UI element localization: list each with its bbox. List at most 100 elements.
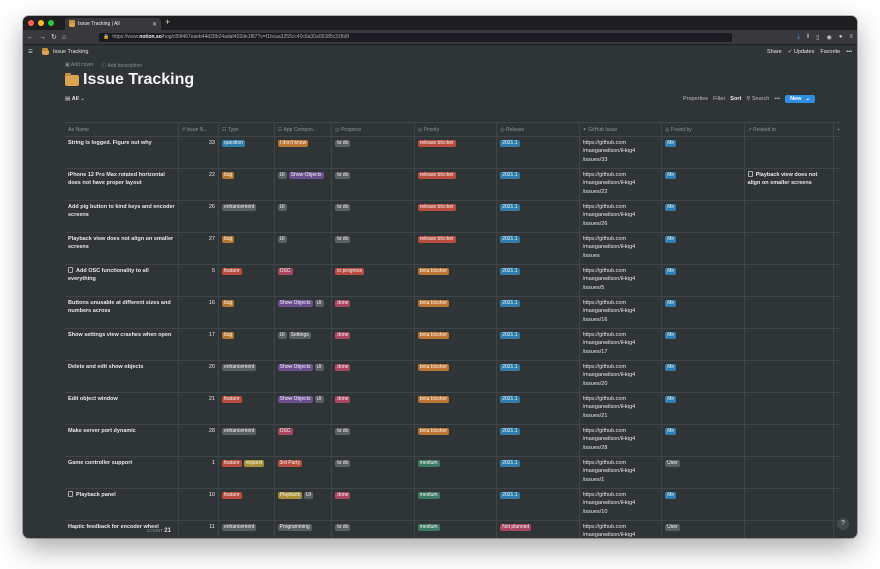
component-cell[interactable]: Playback UI <box>275 489 333 520</box>
github-link[interactable]: https://github.com <box>582 236 627 242</box>
related-cell[interactable] <box>745 265 834 296</box>
github-link[interactable]: /issues/22 <box>582 188 608 195</box>
browser-tab[interactable]: Issue Tracking | All ✕ <box>65 18 161 30</box>
table-row[interactable]: Make server port dynamic 28 enhancement OSC… <box>65 425 840 457</box>
component-cell[interactable]: Show Objects UI <box>275 361 333 392</box>
new-tab-button[interactable]: + <box>165 17 171 27</box>
related-cell[interactable] <box>745 521 834 538</box>
issue-number-cell[interactable]: 26 <box>179 201 219 232</box>
related-cell[interactable] <box>745 297 834 328</box>
add-description-button[interactable]: ⓘ Add description <box>101 63 142 69</box>
github-link[interactable]: https://github.com <box>582 524 627 530</box>
issue-number-cell[interactable]: 5 <box>179 265 219 296</box>
type-cell[interactable]: enhancement <box>219 425 275 456</box>
github-link[interactable]: https://github.com <box>582 364 627 370</box>
issue-number-cell[interactable]: 27 <box>179 233 219 264</box>
progress-cell[interactable]: to do <box>332 457 415 488</box>
release-cell[interactable]: Not planned <box>497 521 580 538</box>
github-link[interactable]: /issues/5 <box>582 284 605 291</box>
github-link[interactable]: /maeganwilson/iHog4 <box>582 340 636 347</box>
release-cell[interactable]: 2021.1 <box>497 361 580 392</box>
search-button[interactable]: ⚲ Search <box>746 96 770 102</box>
progress-cell[interactable]: done <box>332 297 415 328</box>
github-cell[interactable]: https://github.com/maeganwilson/iHog4/is… <box>580 393 663 424</box>
column-header[interactable]: ◎ Found by <box>662 123 745 136</box>
column-header[interactable]: ⚭ GitHub Issue <box>580 123 663 136</box>
table-row[interactable]: Buttons unusable at different sizes and … <box>65 297 840 329</box>
issue-number-cell[interactable]: 21 <box>179 393 219 424</box>
found-by-cell[interactable]: Me <box>662 201 745 232</box>
found-by-cell[interactable]: Me <box>662 361 745 392</box>
table-row[interactable]: Game controller support 1 feature request 3r… <box>65 457 840 489</box>
minimize-window-button[interactable] <box>38 20 44 26</box>
github-link[interactable]: /maeganwilson/iHog4 <box>582 404 636 411</box>
properties-button[interactable]: Properties <box>682 96 709 102</box>
priority-cell[interactable]: release blocker <box>415 233 498 264</box>
related-cell[interactable] <box>745 201 834 232</box>
github-link[interactable]: /issues/26 <box>582 220 608 227</box>
github-link[interactable]: https://github.com <box>582 300 627 306</box>
github-link[interactable]: /maeganwilson/iHog4 <box>582 436 636 443</box>
issue-number-cell[interactable]: 11 <box>179 521 219 538</box>
release-cell[interactable]: 2021.1 <box>497 297 580 328</box>
type-cell[interactable]: enhancement <box>219 521 275 538</box>
github-link[interactable]: /maeganwilson/iHog4 <box>582 372 636 379</box>
table-row[interactable]: Add pig button to kind keys and encoder … <box>65 201 840 233</box>
found-by-cell[interactable]: Me <box>662 393 745 424</box>
forward-icon[interactable]: → <box>39 33 46 41</box>
progress-cell[interactable]: done <box>332 329 415 360</box>
found-by-cell[interactable]: Me <box>662 489 745 520</box>
reload-icon[interactable]: ↻ <box>51 34 57 41</box>
view-selector[interactable]: ▤ All ⌄ <box>65 96 85 102</box>
type-cell[interactable]: bug <box>219 233 275 264</box>
priority-cell[interactable]: beta blocker <box>415 361 498 392</box>
github-cell[interactable]: https://github.com/maeganwilson/iHog4/is… <box>580 201 663 232</box>
view-more-button[interactable]: ••• <box>774 96 781 102</box>
priority-cell[interactable]: beta blocker <box>415 297 498 328</box>
related-link[interactable]: Playback view does not align on smaller … <box>747 172 818 187</box>
table-row[interactable]: String is logged. Figure out why 33 questi… <box>65 137 840 169</box>
github-cell[interactable]: https://github.com/maeganwilson/iHog4/is… <box>580 489 663 520</box>
found-by-cell[interactable]: Me <box>662 297 745 328</box>
type-cell[interactable]: feature <box>219 393 275 424</box>
component-cell[interactable]: Programming <box>275 521 333 538</box>
column-header[interactable]: ◎ Priority <box>415 123 498 136</box>
column-header[interactable]: Aa Name <box>65 123 180 136</box>
github-link[interactable]: /maeganwilson/iHog4 <box>582 244 636 251</box>
priority-cell[interactable]: release blocker <box>415 201 498 232</box>
related-cell[interactable] <box>745 457 834 488</box>
extension-icon[interactable]: ● <box>838 33 843 40</box>
progress-cell[interactable]: done <box>332 393 415 424</box>
column-header[interactable]: ☷ Type <box>219 123 275 136</box>
component-cell[interactable]: UI Show Objects <box>275 169 333 200</box>
github-cell[interactable]: https://github.com/maeganwilson/iHog4 <box>580 521 663 538</box>
filter-button[interactable]: Filter <box>713 96 726 102</box>
github-cell[interactable]: https://github.com/maeganwilson/iHog4/is… <box>580 329 663 360</box>
component-cell[interactable]: UI <box>275 233 333 264</box>
progress-cell[interactable]: done <box>332 489 415 520</box>
progress-cell[interactable]: to do <box>332 137 415 168</box>
progress-cell[interactable]: to do <box>332 521 415 538</box>
name-cell[interactable]: Haptic feedback for encoder wheel <box>65 521 180 538</box>
github-link[interactable]: /issues/1 <box>582 476 605 483</box>
related-cell[interactable]: Playback view does not align on smaller … <box>745 169 834 200</box>
github-link[interactable]: https://github.com <box>582 268 627 274</box>
priority-cell[interactable]: release blocker <box>415 137 498 168</box>
type-cell[interactable]: enhancement <box>219 361 275 392</box>
component-cell[interactable]: 3rd Party <box>275 457 333 488</box>
table-row[interactable]: Delete and edit show objects 20 enhancemen… <box>65 361 840 393</box>
github-link[interactable]: /issues/33 <box>582 156 608 163</box>
related-cell[interactable] <box>745 233 834 264</box>
column-header[interactable]: ↗ Related to <box>745 123 834 136</box>
sort-button[interactable]: Sort <box>730 96 742 102</box>
github-link[interactable]: https://github.com <box>582 460 627 466</box>
github-link[interactable]: /maeganwilson/iHog4 <box>582 468 636 475</box>
type-cell[interactable]: bug <box>219 329 275 360</box>
github-link[interactable]: /maeganwilson/iHog4 <box>582 180 636 187</box>
issue-number-cell[interactable]: 20 <box>179 361 219 392</box>
issue-number-cell[interactable]: 17 <box>179 329 219 360</box>
priority-cell[interactable]: release blocker <box>415 169 498 200</box>
name-cell[interactable]: Game controller support <box>65 457 180 488</box>
help-button[interactable]: ? <box>837 518 849 530</box>
hamburger-icon[interactable]: ☰ <box>28 49 33 55</box>
